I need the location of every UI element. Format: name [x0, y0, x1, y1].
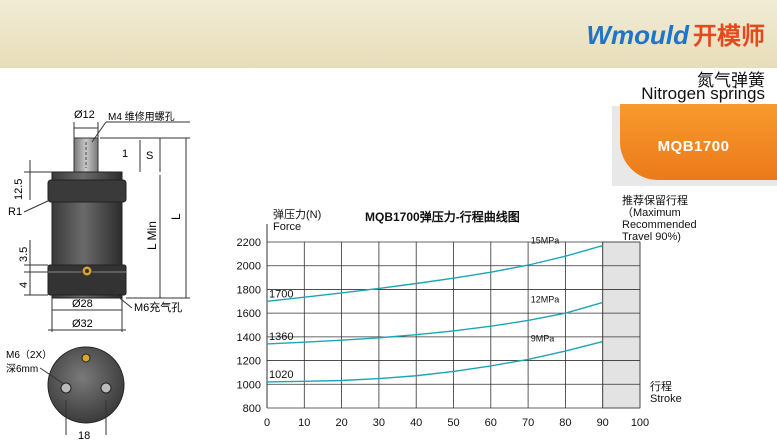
x-tick-label: 50 [447, 417, 459, 429]
x-tick-label: 20 [335, 417, 347, 429]
dim-12-5: 12.5 [13, 179, 25, 200]
dim-l-min: L Min [145, 221, 159, 250]
technical-drawing: Ø12 M4 维修用螺孔 1 S L Min L 12.5 R1 3.5 4 Ø… [6, 109, 190, 441]
model-tab-label: MQB1700 [657, 138, 730, 155]
m6-charge-label: M6充气孔 [134, 300, 182, 314]
product-title-en: Nitrogen springs [641, 84, 765, 103]
bottom-view-disc [47, 346, 125, 424]
y-tick-label: 2200 [237, 237, 261, 249]
x-tick-label: 40 [410, 417, 422, 429]
dim-4: 4 [18, 282, 30, 288]
depth-6mm-label: 深6mm [6, 363, 38, 375]
y-tick-label: 1600 [237, 308, 261, 320]
x-tick-label: 0 [264, 417, 270, 429]
y-tick-label: 800 [243, 403, 261, 415]
dim-s: S [146, 150, 153, 162]
model-tab: MQB1700 [620, 104, 777, 180]
dim-dia28: Ø28 [72, 298, 93, 310]
x-tick-label: 30 [373, 417, 385, 429]
x-tick-label: 10 [298, 417, 310, 429]
header-banner [0, 0, 777, 68]
series-name-label: 9MPa [531, 334, 555, 344]
chart-series: 15MPa 1700 12MPa 1360 9MPa 1020 [266, 236, 603, 383]
x-tick-label: 100 [631, 417, 649, 429]
y-tick-label: 2000 [237, 261, 261, 273]
x-axis-label: 行程 Stroke [650, 380, 682, 405]
series-line-12MPa [266, 301, 603, 345]
series-start-label: 1360 [269, 331, 293, 343]
m4-hole-label: M4 维修用螺孔 [108, 110, 175, 123]
m6-2x-label: M6（2X） [6, 349, 52, 361]
dim-l: L [169, 213, 183, 220]
brand-logo: Wmould 开模师 [586, 16, 765, 51]
series-line-15MPa [266, 244, 603, 302]
series-start-label: 1700 [269, 288, 293, 300]
y-tick-label: 1000 [237, 379, 261, 391]
dim-dia12: Ø12 [74, 109, 95, 121]
y-tick-label: 1200 [237, 356, 261, 368]
series-start-label: 1020 [269, 369, 293, 381]
force-stroke-chart: MQB1700弹压力-行程曲线图 弹压力(N) Force 行程 Stroke 推荐… [237, 193, 697, 429]
series-line-9MPa [266, 340, 603, 383]
series-name-label: 12MPa [531, 294, 560, 304]
x-tick-label: 70 [522, 417, 534, 429]
x-tick-label: 60 [485, 417, 497, 429]
logo-cn-text: 开模师 [693, 23, 765, 50]
dim-18: 18 [78, 430, 90, 441]
dim-3-5: 3.5 [18, 247, 30, 262]
product-title-cn: 氮气弹簧 [697, 71, 765, 90]
x-tick-label: 90 [597, 417, 609, 429]
y-axis-label: 弹压力(N) Force [273, 207, 321, 233]
series-name-label: 15MPa [531, 236, 560, 246]
dim-dia32: Ø32 [72, 318, 93, 330]
dim-1: 1 [122, 148, 128, 160]
logo-brand-text: Wmould [586, 20, 689, 50]
recommended-zone-label: 推荐保留行程（Maximum Recommended Travel 90%) [622, 193, 697, 243]
chart-grid: 0 10 20 30 40 50 60 70 80 90 100800100012001400160… [237, 224, 649, 429]
x-tick-label: 80 [559, 417, 571, 429]
chart-title: MQB1700弹压力-行程曲线图 [365, 209, 520, 224]
y-tick-label: 1400 [237, 332, 261, 344]
dim-r1: R1 [8, 206, 22, 218]
y-tick-label: 1800 [237, 284, 261, 296]
recommended-zone [602, 241, 641, 409]
